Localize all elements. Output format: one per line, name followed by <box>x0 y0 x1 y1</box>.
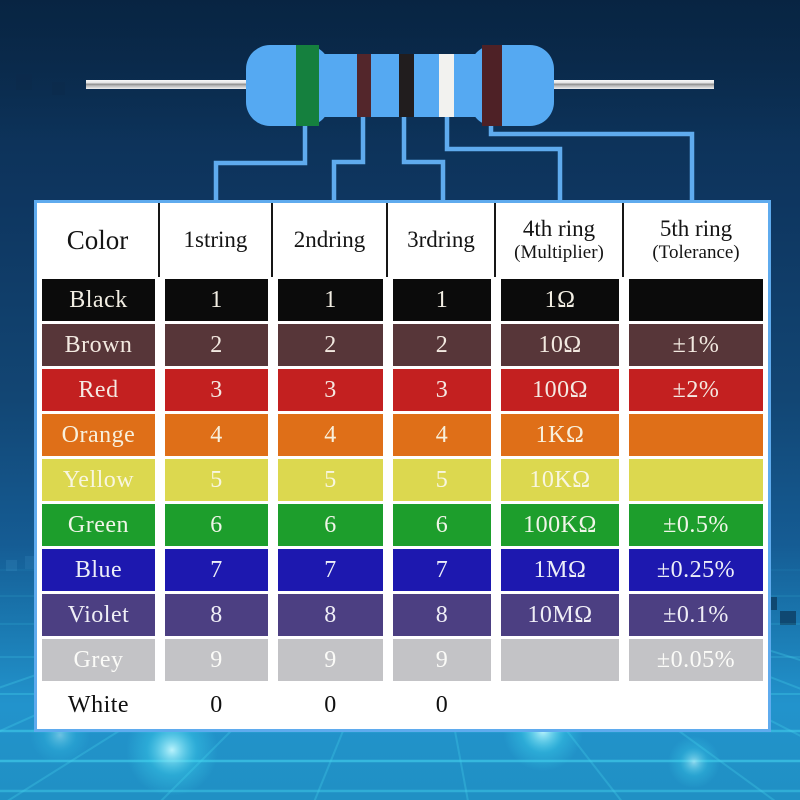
header-3rd-ring: 3rdring <box>388 203 496 277</box>
ring-1-green-band <box>296 45 319 126</box>
header-color: Color <box>37 203 160 277</box>
header-1st-ring: 1string <box>160 203 273 277</box>
tolerance-cell: ±0.05% <box>629 639 763 681</box>
digit-cell: 6 <box>165 504 268 546</box>
digit-cell: 5 <box>165 459 268 501</box>
connector-line-4 <box>444 117 563 204</box>
multiplier-cell: 100Ω <box>501 369 619 411</box>
color-code-table: Color 1string 2ndring 3rdring 4th ring (M… <box>34 200 771 732</box>
digit-cell: 4 <box>278 414 383 456</box>
row-label: Blue <box>42 549 155 591</box>
digit-cell: 2 <box>278 324 383 366</box>
table-row-brown: Brown 2 2 2 10Ω ±1% <box>37 324 768 366</box>
multiplier-cell: 10KΩ <box>501 459 619 501</box>
multiplier-cell: 1KΩ <box>501 414 619 456</box>
table-row-green: Green 6 6 6 100KΩ ±0.5% <box>37 504 768 546</box>
tolerance-cell: ±2% <box>629 369 763 411</box>
row-label: Orange <box>42 414 155 456</box>
table-row-white: White 0 0 0 <box>37 684 768 726</box>
digit-cell: 2 <box>165 324 268 366</box>
tolerance-cell: ±0.25% <box>629 549 763 591</box>
digit-cell: 1 <box>393 279 491 321</box>
digit-cell: 5 <box>278 459 383 501</box>
digit-cell: 9 <box>278 639 383 681</box>
multiplier-cell: 10MΩ <box>501 594 619 636</box>
ring-4-white-band <box>439 54 454 117</box>
digit-cell: 1 <box>278 279 383 321</box>
table-row-blue: Blue 7 7 7 1MΩ ±0.25% <box>37 549 768 591</box>
row-label: Brown <box>42 324 155 366</box>
table-row-violet: Violet 8 8 8 10MΩ ±0.1% <box>37 594 768 636</box>
row-label: Yellow <box>42 459 155 501</box>
digit-cell: 3 <box>393 369 491 411</box>
digit-cell: 2 <box>393 324 491 366</box>
row-label: Black <box>42 279 155 321</box>
band-connectors <box>213 117 695 204</box>
tolerance-cell: ±1% <box>629 324 763 366</box>
tolerance-cell <box>629 684 763 726</box>
multiplier-cell: 1Ω <box>501 279 619 321</box>
digit-cell: 8 <box>278 594 383 636</box>
digit-cell: 3 <box>278 369 383 411</box>
table-body: Black 1 1 1 1Ω Brown 2 2 2 10Ω ±1% Red 3… <box>37 277 768 726</box>
table-row-yellow: Yellow 5 5 5 10KΩ <box>37 459 768 501</box>
ring-3-black-band <box>399 54 414 117</box>
multiplier-cell: 1MΩ <box>501 549 619 591</box>
connector-line-5 <box>488 126 695 204</box>
row-label: Grey <box>42 639 155 681</box>
header-4th-ring-multiplier: 4th ring (Multiplier) <box>496 203 624 277</box>
row-label: White <box>42 684 155 726</box>
connector-line-3 <box>401 117 446 204</box>
digit-cell: 0 <box>393 684 491 726</box>
table-header-row: Color 1string 2ndring 3rdring 4th ring (M… <box>37 203 768 277</box>
digit-cell: 6 <box>393 504 491 546</box>
digit-cell: 7 <box>165 549 268 591</box>
digit-cell: 3 <box>165 369 268 411</box>
resistor-lead-right <box>540 80 714 89</box>
multiplier-cell <box>501 639 619 681</box>
header-2nd-ring: 2ndring <box>273 203 388 277</box>
ring-5-brown-band <box>482 45 502 126</box>
digit-cell: 9 <box>165 639 268 681</box>
table-row-orange: Orange 4 4 4 1KΩ <box>37 414 768 456</box>
multiplier-cell: 100KΩ <box>501 504 619 546</box>
digit-cell: 0 <box>165 684 268 726</box>
multiplier-cell <box>501 684 619 726</box>
digit-cell: 0 <box>278 684 383 726</box>
tolerance-cell: ±0.1% <box>629 594 763 636</box>
digit-cell: 7 <box>393 549 491 591</box>
digit-cell: 9 <box>393 639 491 681</box>
row-label: Violet <box>42 594 155 636</box>
multiplier-cell: 10Ω <box>501 324 619 366</box>
row-label: Red <box>42 369 155 411</box>
connector-line-2 <box>331 117 366 204</box>
digit-cell: 8 <box>393 594 491 636</box>
glow-spot <box>668 736 720 788</box>
digit-cell: 5 <box>393 459 491 501</box>
resistor-lead-left <box>86 80 252 89</box>
digit-cell: 4 <box>393 414 491 456</box>
header-5th-ring-tolerance: 5th ring (Tolerance) <box>652 216 740 263</box>
digit-cell: 1 <box>165 279 268 321</box>
row-label: Green <box>42 504 155 546</box>
resistor-bands <box>296 45 502 126</box>
table-row-grey: Grey 9 9 9 ±0.05% <box>37 639 768 681</box>
ring-2-brown-band <box>357 54 371 117</box>
tolerance-cell: ±0.5% <box>629 504 763 546</box>
digit-cell: 7 <box>278 549 383 591</box>
table-row-black: Black 1 1 1 1Ω <box>37 279 768 321</box>
table-row-red: Red 3 3 3 100Ω ±2% <box>37 369 768 411</box>
digit-cell: 4 <box>165 414 268 456</box>
connector-line-1 <box>213 122 308 204</box>
digit-cell: 8 <box>165 594 268 636</box>
tolerance-cell <box>629 459 763 501</box>
digit-cell: 6 <box>278 504 383 546</box>
tolerance-cell <box>629 414 763 456</box>
tolerance-cell <box>629 279 763 321</box>
